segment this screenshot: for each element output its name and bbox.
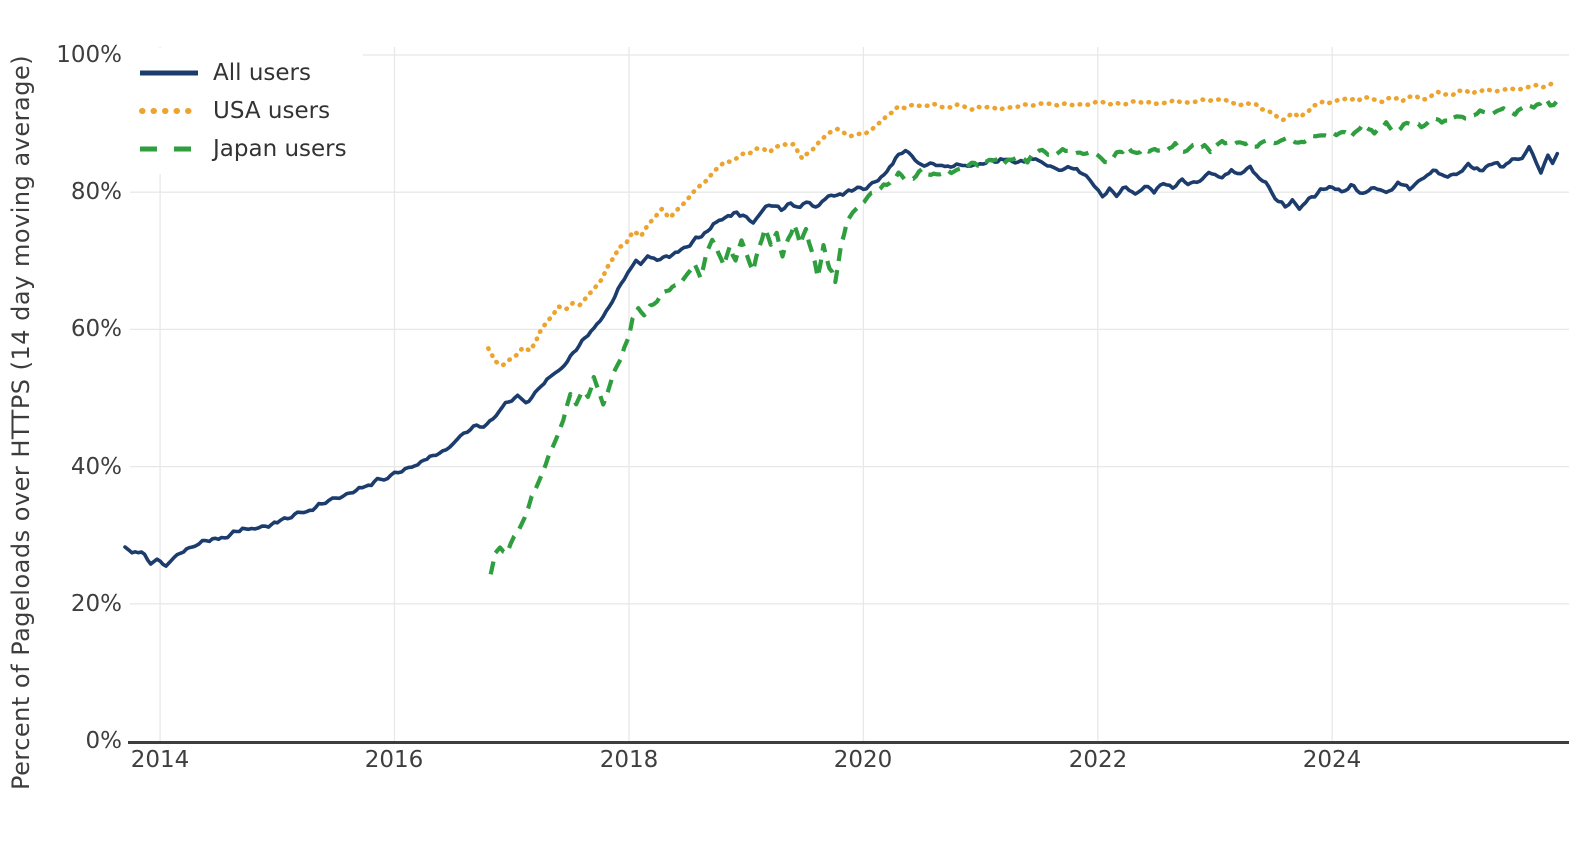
- y-tick-label: 60%: [70, 316, 122, 342]
- x-tick-label: 2020: [833, 747, 893, 773]
- legend-item-japan-users[interactable]: Japan users: [138, 130, 347, 168]
- legend: All users USA users Japan users: [130, 48, 363, 174]
- legend-label: All users: [213, 60, 311, 86]
- y-tick-label: 20%: [70, 591, 122, 617]
- legend-swatch-dotted-line: [139, 108, 200, 114]
- y-tick-label: 0%: [85, 728, 123, 754]
- legend-label: USA users: [213, 98, 331, 124]
- y-tick-label: 80%: [70, 179, 122, 205]
- legend-item-usa-users[interactable]: USA users: [138, 92, 347, 130]
- y-axis-title: Percent of Pageloads over HTTPS (14 day …: [7, 54, 35, 791]
- x-tick-label: 2018: [599, 747, 659, 773]
- legend-label: Japan users: [213, 136, 347, 162]
- x-tick-label: 2022: [1068, 747, 1128, 773]
- legend-swatch-dashed-line: [140, 146, 200, 152]
- x-tick-label: 2016: [364, 747, 424, 773]
- x-tick-label: 2014: [130, 747, 190, 773]
- legend-item-all-users[interactable]: All users: [138, 54, 347, 92]
- x-tick-label: 2024: [1302, 747, 1362, 773]
- y-tick-label: 100%: [56, 42, 122, 68]
- y-tick-label: 40%: [70, 454, 122, 480]
- series-lines: [123, 79, 1560, 575]
- legend-swatch-solid-line: [140, 70, 198, 76]
